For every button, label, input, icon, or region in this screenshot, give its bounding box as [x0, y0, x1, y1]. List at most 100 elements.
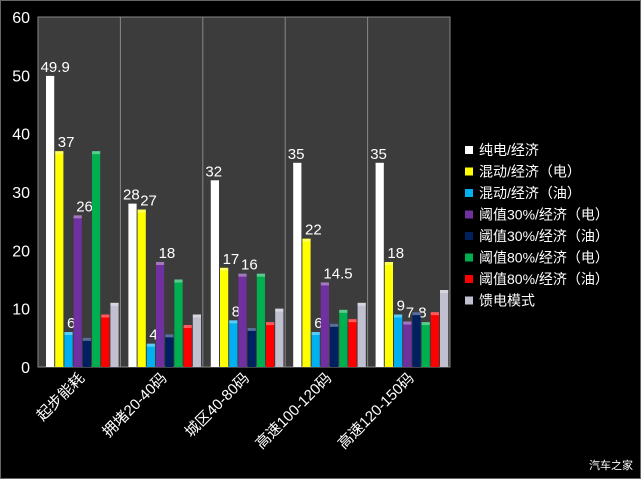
- data-label: 14.5: [323, 265, 352, 282]
- bar-cap: [266, 322, 275, 326]
- bar-cap: [320, 282, 329, 286]
- legend-swatch: [465, 232, 473, 240]
- bar: [339, 309, 348, 367]
- bar-cap: [128, 203, 137, 207]
- bar-cap: [330, 323, 339, 327]
- bar: [220, 267, 229, 367]
- bar: [156, 262, 165, 367]
- bar-cap: [165, 334, 174, 338]
- bar-cap: [375, 162, 384, 166]
- bar-cap: [357, 302, 366, 306]
- bar: [266, 322, 275, 367]
- bar: [73, 215, 82, 367]
- bar-cap: [247, 327, 256, 331]
- bar: [183, 325, 192, 367]
- bar: [394, 314, 403, 367]
- legend-swatch: [465, 210, 473, 219]
- bar-cap: [101, 314, 110, 318]
- legend-label: 混动/经济（油）: [479, 185, 581, 201]
- bar: [320, 282, 329, 367]
- bar: [174, 279, 183, 367]
- bar: [302, 238, 311, 367]
- x-tick-label: 拥堵20-40码: [99, 370, 170, 441]
- y-tick-label: 40: [12, 127, 30, 144]
- bar-cap: [46, 75, 55, 79]
- x-tick-label: 起步能耗: [34, 370, 88, 424]
- y-tick-label: 10: [12, 302, 30, 319]
- legend-label: 馈电模式: [479, 293, 535, 309]
- y-tick-label: 30: [12, 185, 30, 202]
- bar-cap: [229, 320, 238, 324]
- bar-cap: [92, 151, 101, 155]
- bar-cap: [394, 314, 403, 318]
- data-label: 22: [305, 222, 322, 239]
- bar-cap: [430, 312, 439, 316]
- legend-label: 阈值80%/经济（电）: [479, 250, 609, 266]
- y-tick-label: 50: [12, 68, 30, 85]
- bar-cap: [146, 343, 155, 347]
- bar: [293, 162, 302, 367]
- bar: [64, 332, 73, 367]
- bar: [384, 262, 393, 367]
- data-label: 4: [149, 327, 157, 344]
- bar-cap: [339, 309, 348, 313]
- bar: [430, 312, 439, 367]
- data-label: 49.9: [41, 59, 70, 76]
- legend-label: 纯电/经济: [479, 142, 539, 158]
- data-label: 27: [140, 193, 157, 210]
- bar: [128, 203, 137, 367]
- bar-cap: [55, 151, 64, 155]
- data-label: 6: [67, 315, 75, 332]
- bar: [311, 332, 320, 367]
- bar: [375, 162, 384, 367]
- data-label: 28: [123, 187, 140, 204]
- bar-cap: [220, 267, 229, 271]
- bar: [421, 322, 430, 367]
- bar-cap: [293, 162, 302, 166]
- data-label: 18: [387, 245, 404, 262]
- legend-swatch: [465, 275, 473, 283]
- y-tick-label: 60: [12, 10, 30, 27]
- watermark: 汽车之家: [589, 460, 633, 472]
- bar-cap: [82, 337, 91, 341]
- legend-label: 阈值80%/经济（油）: [479, 271, 609, 287]
- bar-cap: [384, 262, 393, 265]
- bar-cap: [210, 180, 219, 184]
- legend-swatch: [465, 253, 473, 262]
- data-label: 35: [288, 146, 305, 163]
- legend-swatch: [465, 296, 473, 305]
- legend-swatch: [465, 189, 473, 197]
- bar-cap: [137, 209, 146, 213]
- legend-label: 阈值30%/经济（油）: [479, 228, 609, 244]
- y-tick-label: 20: [12, 243, 30, 260]
- bar: [110, 302, 119, 367]
- data-label: 16: [241, 257, 258, 274]
- bar: [330, 323, 339, 367]
- data-label: 9: [397, 298, 405, 315]
- data-label: 8: [232, 303, 240, 320]
- data-label: 18: [159, 245, 176, 262]
- bar: [46, 75, 55, 368]
- bar: [55, 151, 64, 367]
- bar: [101, 314, 110, 367]
- bar: [440, 290, 449, 367]
- legend-label: 阈值30%/经济（电）: [479, 207, 609, 223]
- data-label: 26: [76, 198, 93, 215]
- legend-swatch: [465, 167, 473, 176]
- bar-cap: [183, 325, 192, 328]
- data-label: 37: [58, 134, 75, 151]
- bar-cap: [348, 319, 357, 323]
- bar: [256, 273, 265, 367]
- bar: [82, 337, 91, 367]
- bar: [192, 314, 201, 367]
- bar-cap: [156, 262, 165, 265]
- bar: [403, 321, 412, 367]
- x-tick-label: 城区40-80码: [182, 370, 253, 441]
- bar: [229, 320, 238, 367]
- bar-cap: [421, 322, 430, 326]
- bar-cap: [302, 238, 311, 242]
- bar-cap: [238, 273, 247, 277]
- bar: [238, 273, 247, 367]
- bar: [210, 180, 219, 367]
